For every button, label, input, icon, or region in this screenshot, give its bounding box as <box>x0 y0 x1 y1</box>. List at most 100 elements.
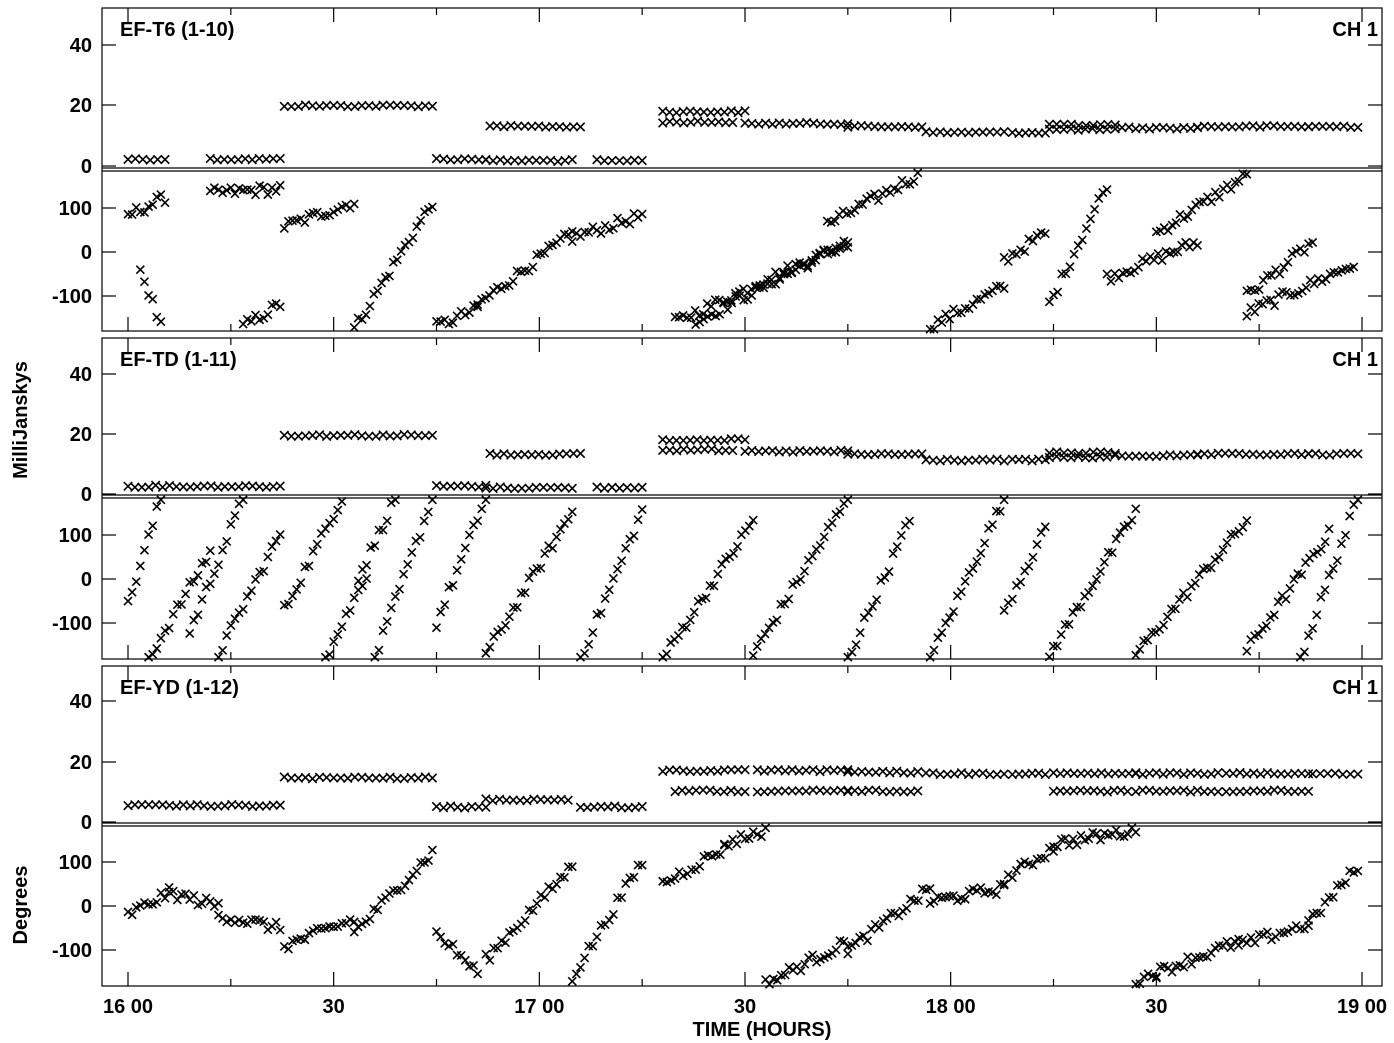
phase-marker <box>1242 169 1252 179</box>
phase-marker <box>275 530 285 540</box>
phase-marker <box>925 324 935 334</box>
phase-marker <box>337 622 347 632</box>
phase-marker <box>333 505 343 515</box>
phase-marker <box>324 650 335 660</box>
phase-marker <box>540 892 550 902</box>
phase-marker <box>473 300 483 310</box>
phase-marker <box>1291 246 1301 256</box>
amp-marker <box>150 799 161 810</box>
phase-marker <box>1092 829 1102 839</box>
phase-marker <box>760 629 770 639</box>
phase-marker <box>1262 927 1272 937</box>
y-axis-label-millijanskys: MilliJanskys <box>10 361 32 479</box>
phase-marker <box>464 530 474 540</box>
phase-marker <box>909 176 919 186</box>
amp-marker <box>671 446 682 456</box>
phase-marker <box>400 881 410 891</box>
phase-marker <box>1173 247 1183 257</box>
phase-marker <box>571 969 581 979</box>
amp-marker <box>286 773 297 783</box>
phase-marker <box>440 938 450 948</box>
amp-marker <box>205 153 216 164</box>
amp-marker <box>985 127 995 137</box>
phase-marker <box>874 923 884 933</box>
phase-marker <box>1048 290 1059 300</box>
amp-marker <box>1044 448 1055 458</box>
phase-marker <box>690 305 700 315</box>
phase-marker <box>193 610 203 620</box>
amp-marker <box>949 127 960 138</box>
amp-marker <box>843 764 853 775</box>
phase-marker <box>1242 515 1252 526</box>
phase-marker <box>1283 927 1293 937</box>
phase-marker <box>1127 515 1137 525</box>
phase-tick-label: -100 <box>52 613 92 635</box>
amp-tick-label: 20 <box>70 752 92 774</box>
amp-marker <box>275 481 285 491</box>
phase-marker <box>1171 218 1181 228</box>
phase-marker <box>271 186 281 196</box>
phase-marker <box>706 301 716 311</box>
phase-marker <box>1187 959 1197 969</box>
amp-marker <box>1206 449 1217 460</box>
amp-marker <box>1282 121 1293 132</box>
amp-marker <box>145 155 155 165</box>
amp-marker <box>568 448 579 459</box>
phase-marker <box>1183 952 1193 962</box>
phase-marker <box>1003 256 1013 267</box>
phase-marker <box>308 546 318 556</box>
phase-marker <box>320 652 331 662</box>
phase-marker <box>508 276 518 286</box>
phase-marker <box>436 607 446 617</box>
phase-marker <box>933 315 943 325</box>
amp-marker <box>1103 119 1113 130</box>
phase-marker <box>168 609 178 619</box>
phase-marker <box>886 908 896 918</box>
phase-marker <box>1040 522 1050 532</box>
amp-marker <box>540 450 551 460</box>
phase-marker <box>637 860 647 870</box>
phase-marker <box>884 567 894 577</box>
phase-marker <box>761 823 771 833</box>
phase-marker <box>496 284 506 294</box>
phase-marker <box>1095 566 1105 577</box>
phase-marker <box>1044 652 1054 662</box>
phase-marker <box>717 559 727 569</box>
phase-marker <box>464 308 474 318</box>
phase-marker <box>1072 602 1082 612</box>
phase-marker <box>250 574 261 585</box>
phase-marker <box>559 872 569 882</box>
phase-marker <box>902 903 912 913</box>
phase-marker <box>139 277 150 287</box>
phase-marker <box>1210 555 1220 565</box>
amp-tick-label: 40 <box>70 35 92 57</box>
phase-marker <box>382 616 392 627</box>
amp-marker <box>878 766 888 777</box>
amp-series <box>123 764 1363 813</box>
amp-marker <box>481 483 491 493</box>
phase-marker <box>436 932 446 942</box>
phase-marker <box>168 886 178 896</box>
phase-marker <box>807 551 817 561</box>
amp-marker <box>871 785 881 795</box>
phase-marker <box>756 832 767 842</box>
phase-marker <box>1133 262 1144 272</box>
amp-marker <box>427 430 438 441</box>
amp-marker <box>1151 122 1162 133</box>
phase-marker <box>1143 635 1153 645</box>
phase-marker <box>1206 197 1216 207</box>
phase-marker <box>748 515 758 525</box>
phase-marker <box>548 543 558 553</box>
phase-marker <box>378 525 388 535</box>
amp-marker <box>227 481 237 492</box>
phase-marker <box>925 652 935 662</box>
amp-marker <box>364 773 374 783</box>
phase-marker <box>784 962 794 972</box>
amp-marker <box>892 766 902 776</box>
phase-marker <box>980 538 990 548</box>
phase-marker <box>803 263 813 273</box>
phase-marker <box>1032 230 1042 240</box>
phase-marker <box>1283 257 1293 267</box>
phase-marker <box>1321 274 1331 284</box>
phase-marker <box>460 955 470 965</box>
